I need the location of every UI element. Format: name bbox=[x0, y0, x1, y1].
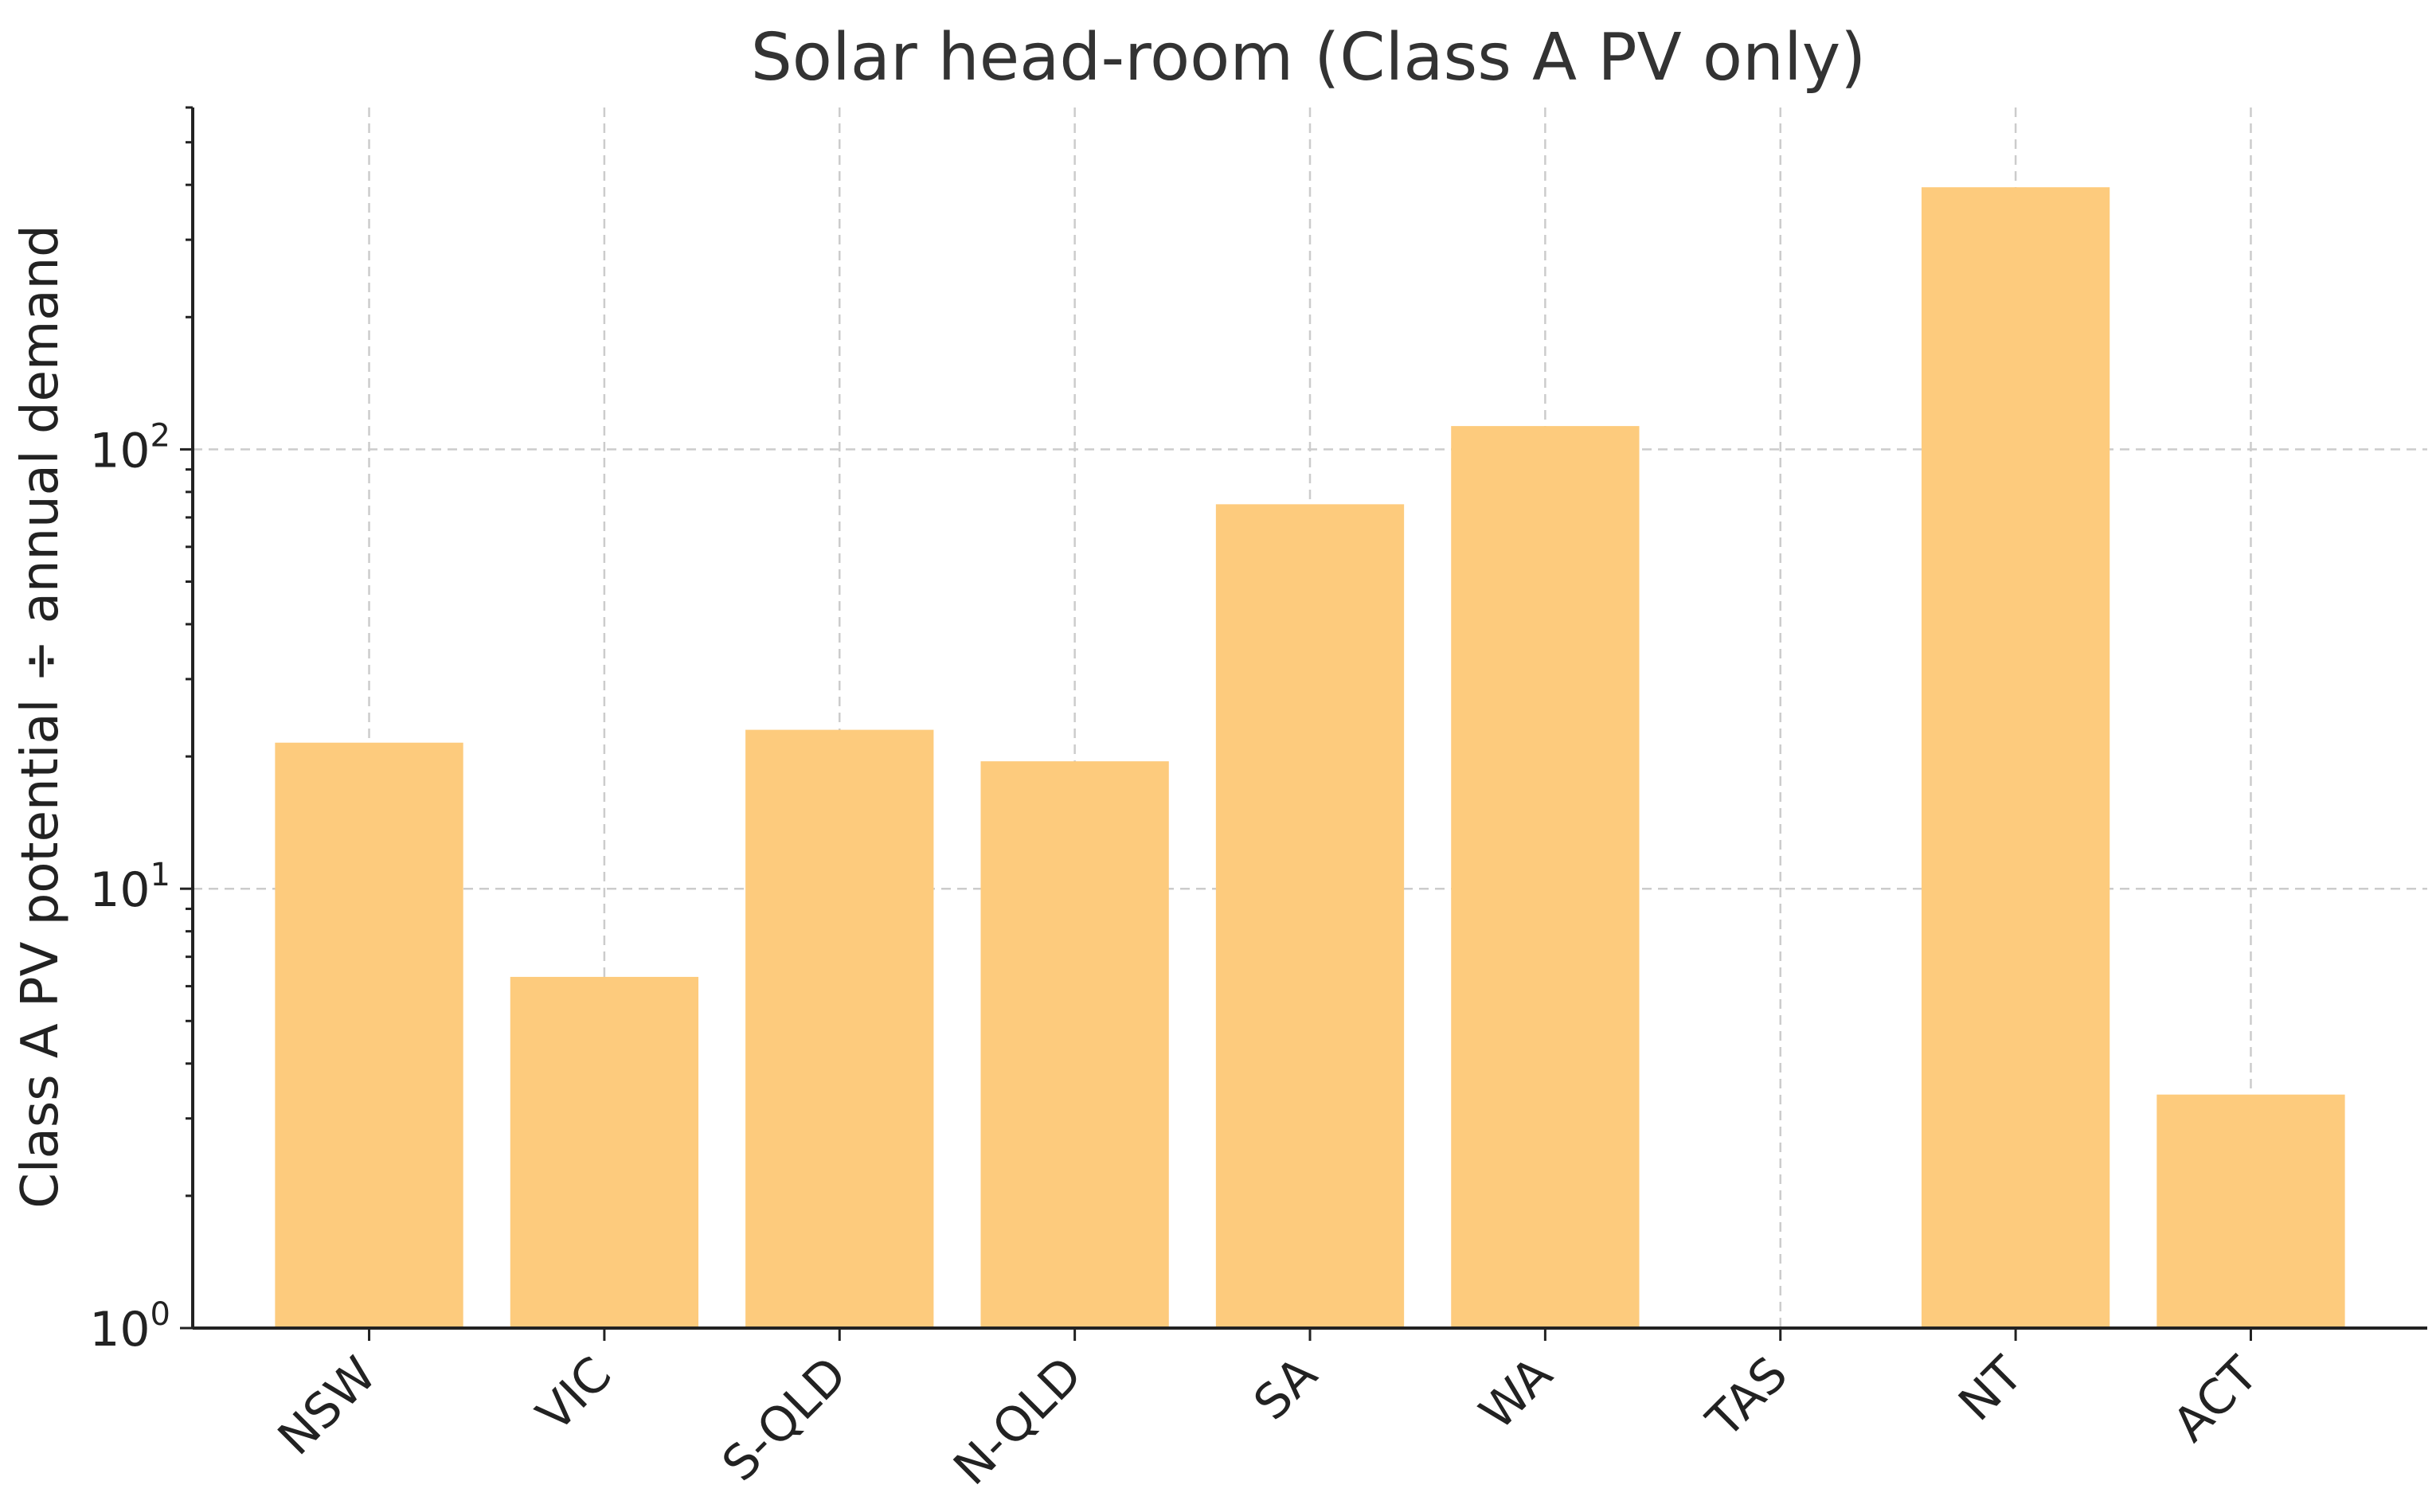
y-tick-label: 101 bbox=[89, 857, 170, 918]
x-tick-label-sa: SA bbox=[1243, 1346, 1327, 1431]
bar-nsw bbox=[275, 742, 463, 1328]
axes bbox=[180, 106, 2427, 1341]
x-tick-label-act: ACT bbox=[2163, 1346, 2270, 1453]
y-tick-label: 102 bbox=[89, 417, 170, 479]
x-tick-label-tas: TAS bbox=[1696, 1346, 1799, 1449]
x-tick-label-vic: VIC bbox=[526, 1346, 623, 1443]
y-axis-label: Class A PV potential ÷ annual demand bbox=[11, 225, 70, 1209]
bar-nt bbox=[1921, 187, 2110, 1329]
chart-title: Solar head-room (Class A PV only) bbox=[751, 20, 1867, 96]
x-tick-label-wa: WA bbox=[1469, 1346, 1563, 1440]
x-tick-label-nsw: NSW bbox=[268, 1346, 387, 1466]
x-tick-label-n-qld: N-QLD bbox=[943, 1346, 1093, 1496]
bar-wa bbox=[1451, 426, 1640, 1328]
bar-act bbox=[2156, 1094, 2345, 1328]
y-tick-labels: 100 101 102 bbox=[89, 417, 170, 1358]
bar-n-qld bbox=[980, 761, 1169, 1328]
bar-s-qld bbox=[745, 729, 934, 1328]
bar-vic bbox=[510, 976, 699, 1328]
bars bbox=[275, 187, 2345, 1329]
bar-sa bbox=[1215, 504, 1405, 1328]
x-tick-labels: NSW VIC S-QLD N-QLD SA WA TAS NT ACT bbox=[268, 1346, 2269, 1496]
x-tick-label-s-qld: S-QLD bbox=[712, 1346, 858, 1492]
y-tick-label: 100 bbox=[89, 1296, 170, 1358]
x-tick-label-nt: NT bbox=[1949, 1346, 2034, 1432]
